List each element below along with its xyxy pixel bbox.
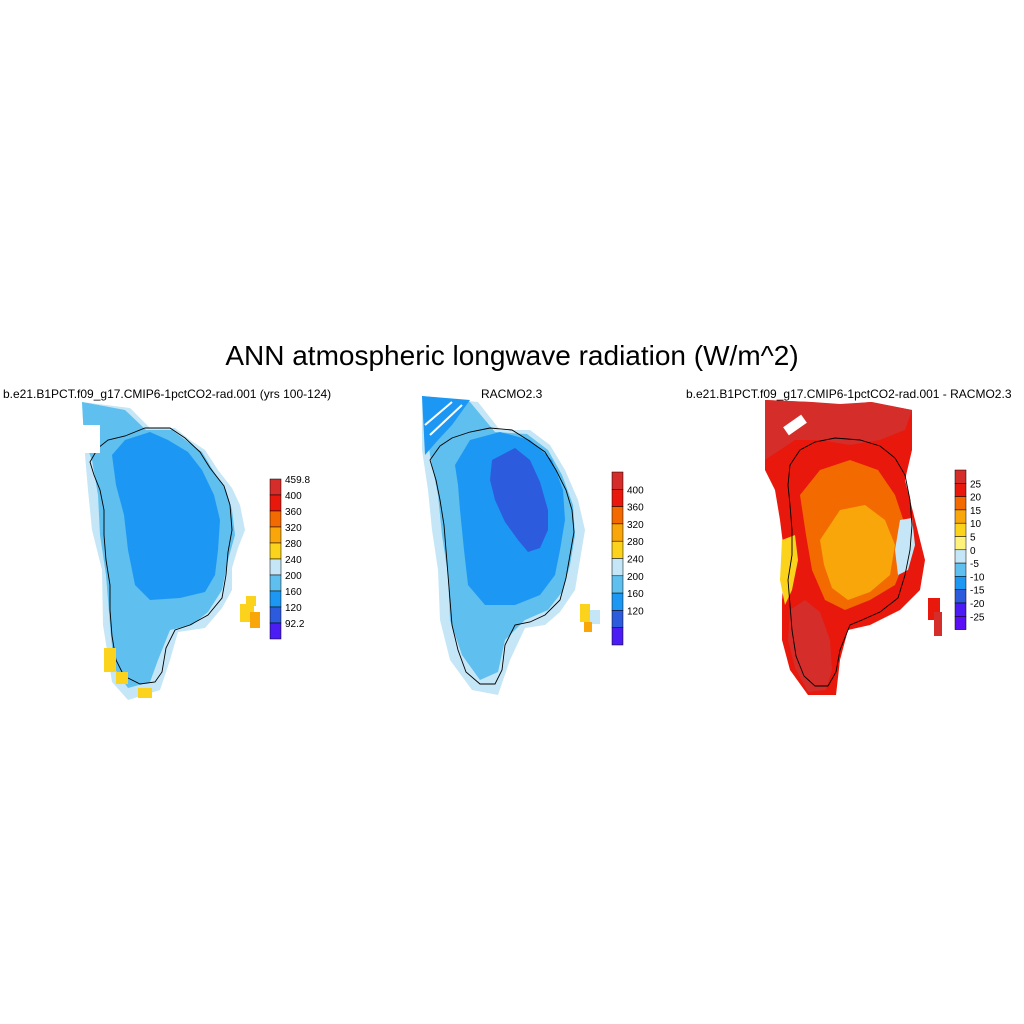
- east-patch-a: [580, 604, 590, 622]
- panel-1-field: [82, 402, 260, 700]
- colorbar-tick-label: 160: [285, 587, 302, 598]
- east-patch-b: [250, 612, 260, 628]
- panel-2-colorbar: 400 360 320 280 240 200 160 120: [611, 471, 644, 646]
- western-yellow-strip: [780, 535, 798, 605]
- white-cutout-nw: [783, 414, 807, 436]
- colorbar-tick-label: 92.2: [285, 619, 305, 630]
- southern-dark-red: [788, 600, 832, 692]
- colorbar-tick-label: -10: [970, 572, 985, 583]
- colorbar-tick-label: 400: [627, 485, 644, 496]
- colorbar-tick-label: 15: [970, 506, 982, 517]
- colorbar-tick-label: 360: [285, 507, 302, 518]
- colorbar-box-7: [954, 562, 967, 577]
- colorbar-box-6: [954, 549, 967, 564]
- colorbar-tick-label: 320: [285, 523, 302, 534]
- colorbar-tick-label: -25: [970, 612, 985, 623]
- colorbar-tick-label: 459.8: [285, 475, 310, 486]
- colorbar-box-4: [954, 522, 967, 537]
- colorbar-tick-label: 240: [627, 555, 644, 566]
- ice-margin-coast: [787, 437, 913, 687]
- northern-dark-red: [765, 400, 912, 460]
- colorbar-box-3: [954, 509, 967, 524]
- ice-margin-coast: [429, 427, 575, 685]
- south-patch-b: [116, 672, 128, 684]
- south-patch-c: [138, 688, 152, 698]
- colorbar-tick-label: 25: [970, 479, 982, 490]
- colorbar-tick-label: 240: [285, 555, 302, 566]
- colorbar-box-10: [954, 602, 967, 617]
- ice-margin-coast: [89, 427, 233, 685]
- colorbar-tick-label: 20: [970, 493, 982, 504]
- land-interior: [112, 432, 220, 600]
- land-core: [490, 448, 548, 552]
- white-stripes-nw: [424, 401, 463, 436]
- east-patch-c: [246, 596, 256, 606]
- colorbar-tick-label: 400: [285, 491, 302, 502]
- panel-1-colorbar: 459.8 400 360 320 280 240 200 160 120 92.2: [269, 475, 310, 640]
- land-amber-core: [820, 505, 895, 600]
- colorbar-box-2: [954, 496, 967, 511]
- colorbar-tick-label: 10: [970, 519, 982, 530]
- colorbar-box-8: [954, 576, 967, 590]
- colorbar-tick-label: -20: [970, 599, 985, 610]
- east-patch-b: [590, 610, 600, 624]
- east-blue-patches: [895, 518, 915, 575]
- colorbar-tick-label: -5: [970, 559, 979, 570]
- colorbar-box-9: [611, 627, 624, 646]
- panel-3-colorbar: 25 20 15 10 5 0 -5 -10 -15 -20 -25: [954, 469, 985, 630]
- colorbar-box-11: [954, 616, 967, 630]
- south-patch-a: [104, 648, 116, 672]
- colorbar-tick-label: 160: [627, 589, 644, 600]
- colorbar-tick-label: 280: [627, 537, 644, 548]
- colorbar-tick-label: 0: [970, 546, 976, 557]
- colorbar-tick-label: 200: [285, 571, 302, 582]
- east-patch-b: [934, 612, 942, 636]
- colorbar-tick-label: 320: [627, 520, 644, 531]
- panel-3-field: [765, 400, 942, 695]
- east-patch-c: [584, 622, 592, 632]
- colorbar-box-1: [954, 483, 967, 497]
- colorbar-box-0: [954, 469, 967, 484]
- colorbar-tick-label: 200: [627, 572, 644, 583]
- colorbar-tick-label: 5: [970, 533, 976, 544]
- colorbar-box-5: [954, 536, 967, 551]
- panel-2-title: RACMO2.3: [481, 387, 543, 401]
- main-title: ANN atmospheric longwave radiation (W/m^…: [225, 340, 799, 371]
- panel-1-title: b.e21.B1PCT.f09_g17.CMIP6-1pctCO2-rad.00…: [3, 387, 332, 401]
- northwest-strip: [422, 396, 470, 455]
- cutout-nw: [82, 425, 100, 453]
- colorbar-tick-label: 360: [627, 503, 644, 514]
- panel-2-field: [422, 396, 600, 695]
- panel-3-title: b.e21.B1PCT.f09_g17.CMIP6-1pctCO2-rad.00…: [686, 387, 1012, 401]
- colorbar-box-9: [954, 589, 967, 604]
- colorbar-tick-label: 280: [285, 539, 302, 550]
- colorbar-tick-label: -15: [970, 586, 985, 597]
- colorbar-tick-label: 120: [285, 603, 302, 614]
- colorbar-tick-label: 120: [627, 606, 644, 617]
- colorbar-box-9: [269, 622, 282, 640]
